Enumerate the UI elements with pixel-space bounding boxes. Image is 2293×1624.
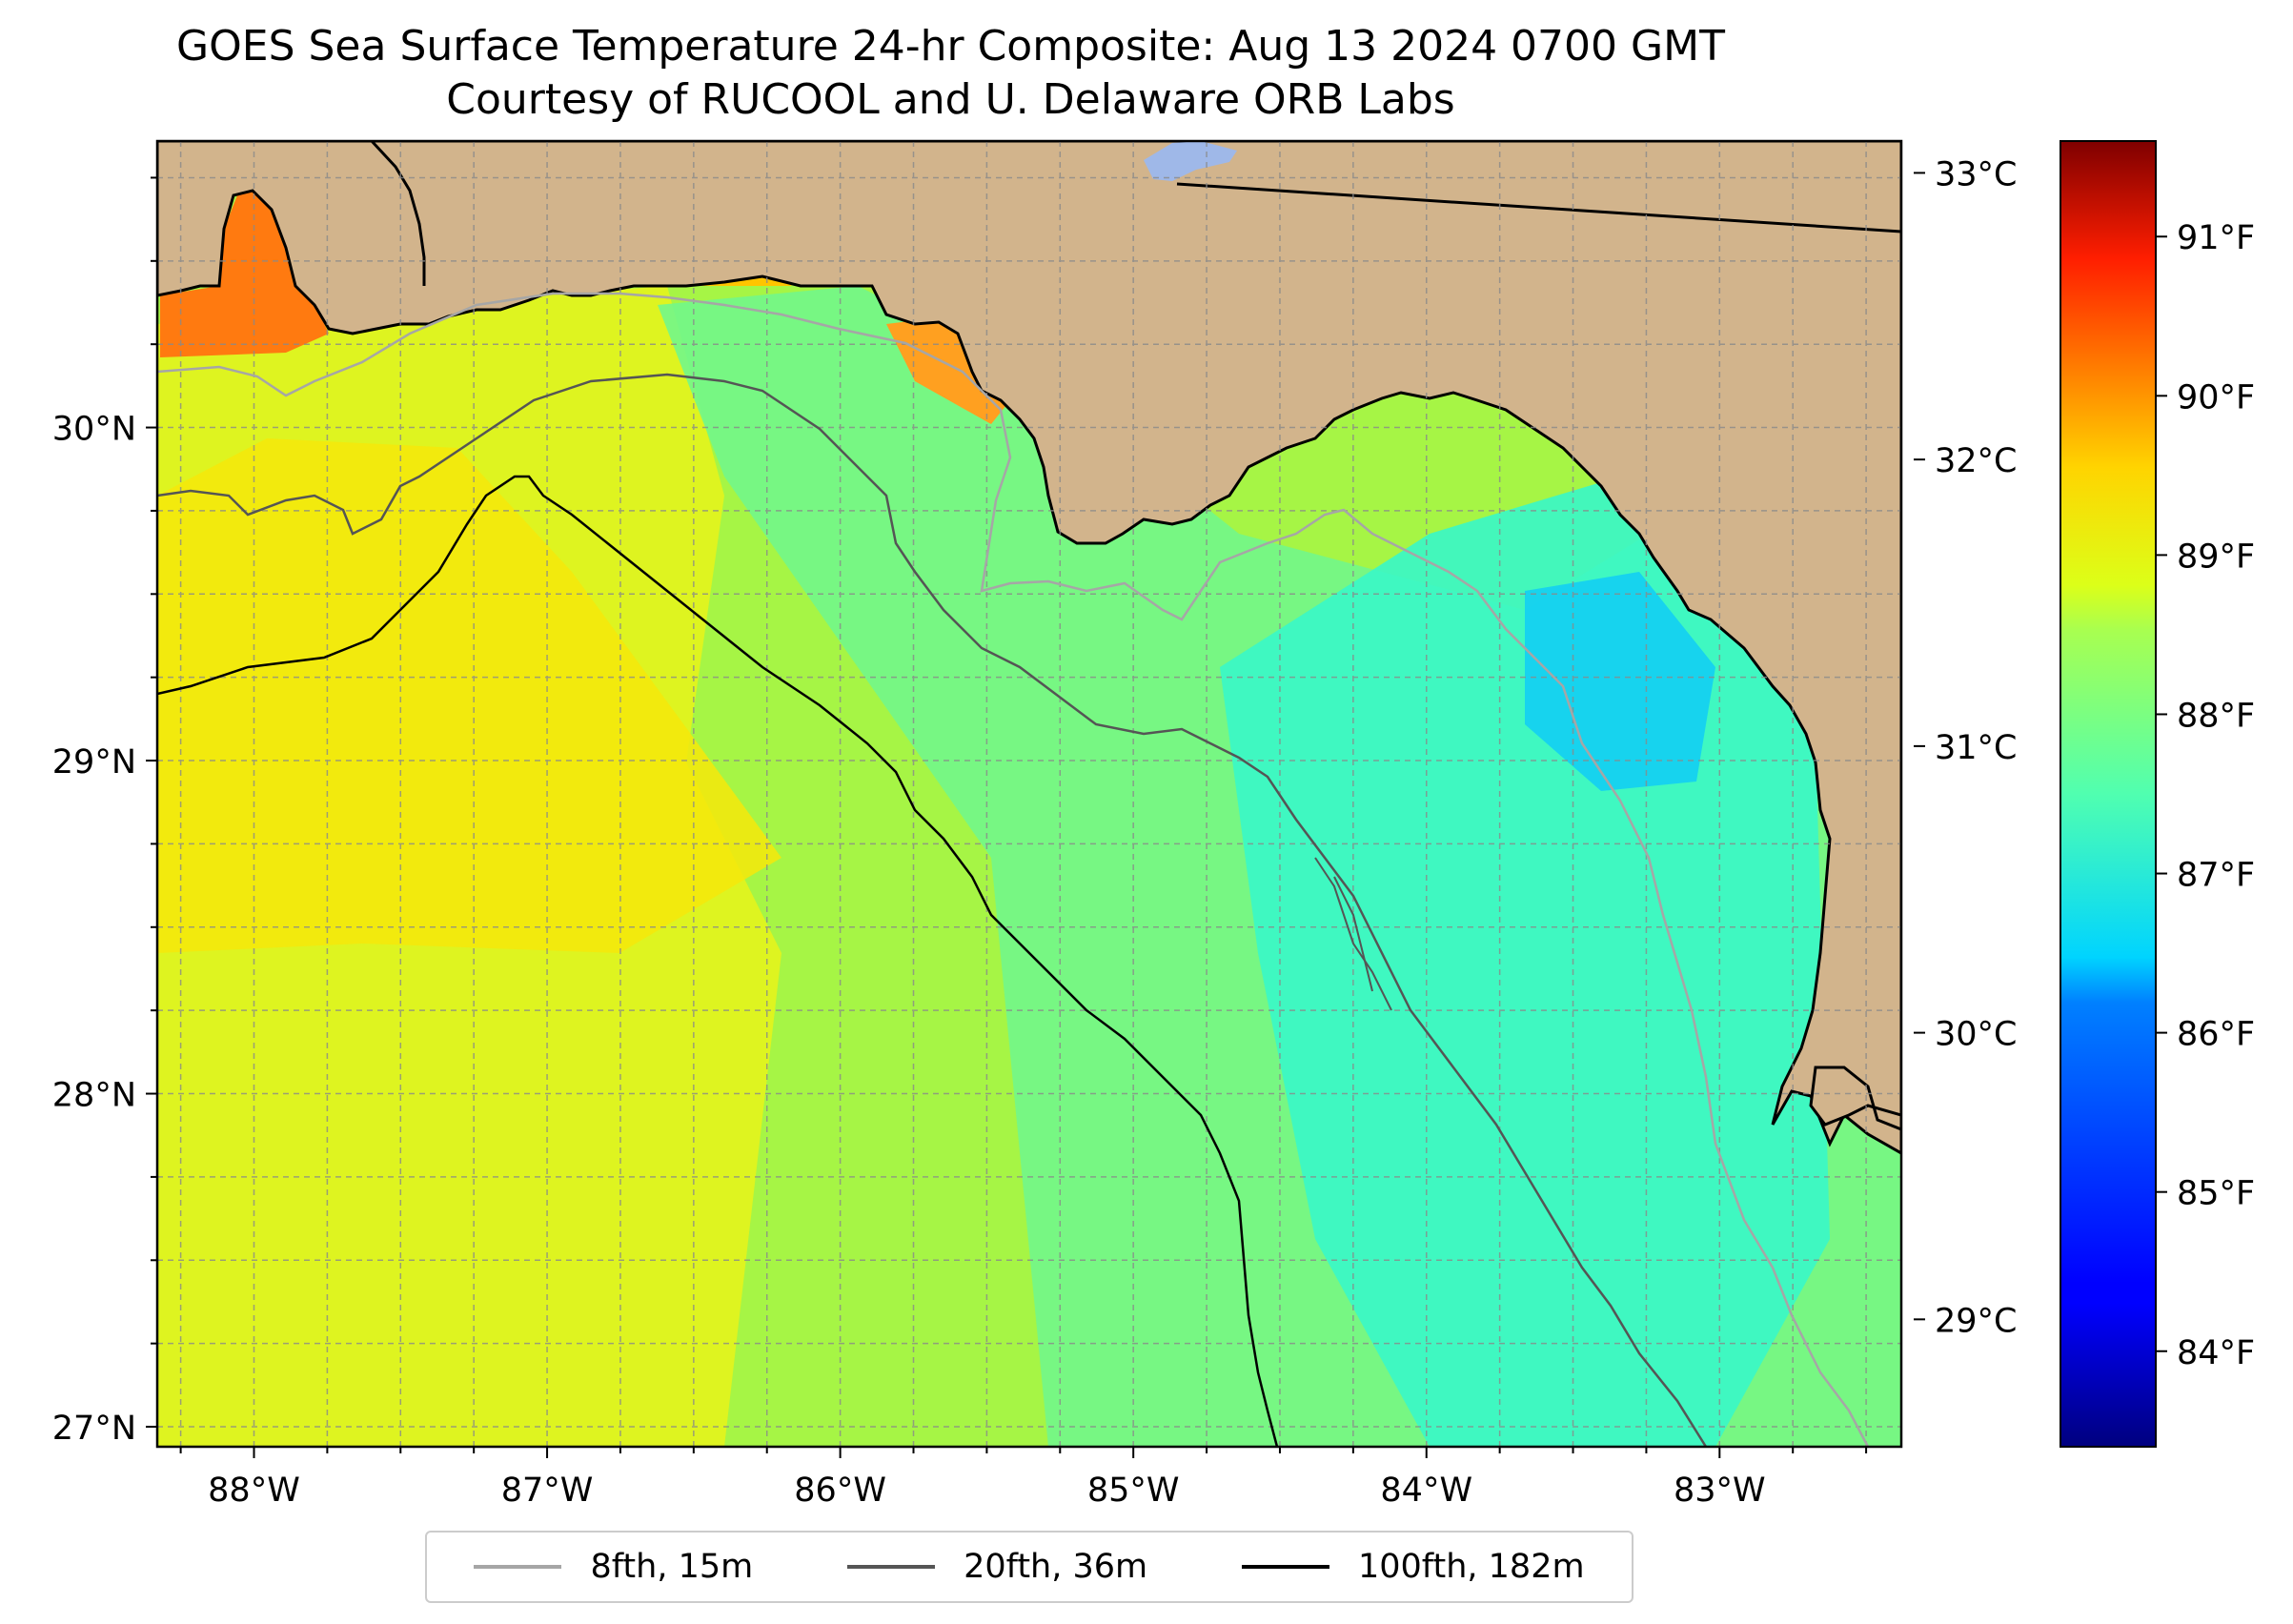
tampa-bay-land (1809, 1066, 1901, 1131)
colorbar-c-label: 30°C (1935, 1016, 2017, 1054)
alabama-border (370, 141, 426, 286)
colorbar-f-label: 90°F (2177, 378, 2255, 416)
colorbar-c-label: 31°C (1935, 729, 2017, 767)
map-frame (155, 139, 1903, 1449)
legend-item-20fth: 20fth, 36m (847, 1548, 1147, 1586)
coastal-islands (1314, 857, 1392, 1011)
map-content (157, 141, 1901, 1447)
lat-tick-label: 29°N (52, 743, 136, 782)
colorbar (2060, 140, 2157, 1448)
lon-tick-label: 88°W (208, 1472, 300, 1510)
colorbar-f-label: 89°F (2177, 538, 2255, 576)
lake (1144, 141, 1237, 181)
colorbar-c-label: 32°C (1935, 442, 2017, 480)
isobath-100fth-182m (157, 475, 1279, 1447)
colorbar-f-label: 84°F (2177, 1334, 2255, 1372)
lat-tick-label: 28°N (52, 1077, 136, 1115)
isobath-8fth-15m (157, 292, 1870, 1447)
colorbar-f-label: 91°F (2177, 219, 2255, 257)
legend-label-20fth: 20fth, 36m (964, 1548, 1148, 1586)
colorbar-f-label: 88°F (2177, 697, 2255, 735)
colorbar-c-label: 29°C (1935, 1302, 2017, 1340)
legend-line-8fth (474, 1565, 562, 1569)
lon-tick-label: 86°W (794, 1472, 886, 1510)
lon-tick-label: 85°W (1087, 1472, 1180, 1510)
colorbar-f-label: 87°F (2177, 857, 2255, 895)
legend-item-8fth: 8fth, 15m (474, 1548, 753, 1586)
lat-tick-label: 30°N (52, 411, 136, 449)
colorbar-f-label: 85°F (2177, 1175, 2255, 1213)
legend-line-100fth (1241, 1565, 1329, 1569)
colorbar-f-label: 86°F (2177, 1016, 2255, 1054)
legend-line-20fth (847, 1565, 936, 1569)
mobile-bay-hot (160, 181, 329, 357)
colorbar-celsius-ticks: 29°C 30°C 31°C 32°C 33°C (1914, 155, 2017, 1340)
isobath-20fth-36m (157, 373, 1708, 1447)
map-title: GOES Sea Surface Temperature 24-hr Compo… (176, 22, 1725, 71)
lat-tick-label: 27°N (52, 1410, 136, 1448)
legend-item-100fth: 100fth, 182m (1241, 1548, 1585, 1586)
hot-water-patch (157, 438, 781, 953)
lon-tick-label: 83°W (1674, 1472, 1766, 1510)
legend-label-8fth: 8fth, 15m (590, 1548, 754, 1586)
latitude-axis: 27°N 28°N 29°N 30°N (52, 176, 157, 1448)
colorbar-c-label: 33°C (1935, 155, 2017, 193)
legend-label-100fth: 100fth, 182m (1357, 1548, 1585, 1586)
isobath-legend: 8fth, 15m 20fth, 36m 100fth, 182m (425, 1531, 1634, 1603)
lon-tick-label: 84°W (1380, 1472, 1472, 1510)
colorbar-fahrenheit-ticks: 84°F 85°F 86°F 87°F 88°F 89°F 90°F 91°F (2156, 219, 2255, 1372)
st-joseph-bay-hot (886, 315, 1010, 424)
map-subtitle: Courtesy of RUCOOL and U. Delaware ORB L… (446, 75, 1455, 124)
lon-tick-label: 87°W (501, 1472, 594, 1510)
longitude-axis: 88°W 87°W 86°W 85°W 84°W 83°W (179, 1447, 1868, 1510)
state-border (1176, 182, 1901, 233)
